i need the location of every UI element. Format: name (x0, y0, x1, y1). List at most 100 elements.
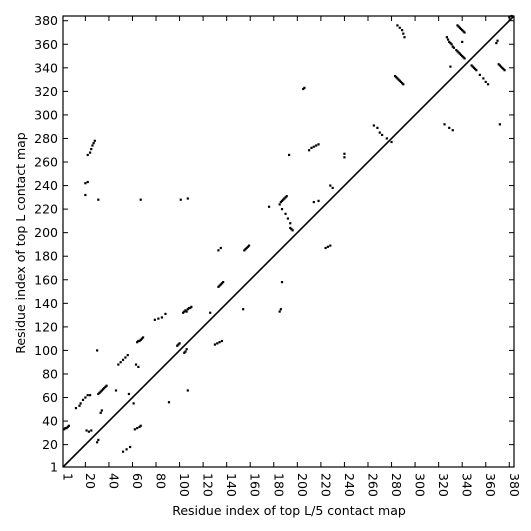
contact-point (126, 354, 129, 357)
contact-point (486, 83, 490, 86)
contact-point (396, 24, 399, 27)
contact-point (185, 310, 188, 313)
x-tick-label: 260 (365, 473, 380, 497)
contact-point (463, 57, 466, 60)
x-tick-label: 240 (342, 473, 357, 497)
y-tick-label: 180 (34, 249, 58, 264)
contact-point (246, 245, 249, 248)
contact-point (218, 284, 221, 287)
contact-point (495, 41, 498, 45)
contact-point (213, 343, 217, 346)
y-tick-label: 380 (34, 13, 58, 28)
contact-point (96, 349, 99, 352)
contact-point (278, 310, 281, 313)
contact-point (84, 396, 87, 399)
contact-point (326, 245, 330, 248)
contact-point (446, 38, 450, 41)
y-tick-label: 220 (34, 202, 58, 217)
contact-point (101, 388, 105, 391)
contact-point (462, 30, 465, 33)
contact-point (117, 363, 120, 366)
y-tick-label: 260 (34, 155, 58, 170)
contact-point (398, 26, 401, 29)
contact-point (303, 86, 306, 89)
x-tick-label: 320 (436, 473, 451, 497)
contact-point (219, 283, 222, 286)
contact-point (448, 40, 451, 44)
contact-point (475, 69, 478, 72)
contact-point (86, 180, 89, 184)
contact-point (451, 129, 454, 132)
contact-point (279, 200, 282, 204)
x-tick-label: 180 (271, 473, 286, 497)
contact-point (189, 306, 192, 310)
contact-point (96, 441, 99, 444)
contact-point (90, 147, 93, 151)
contact-point (457, 51, 460, 54)
contact-point (186, 197, 189, 200)
contact-point (343, 156, 346, 159)
contact-point (452, 46, 456, 49)
contact-point (79, 402, 82, 405)
contact-point (503, 69, 506, 72)
contact-point (133, 428, 136, 431)
contact-point (496, 39, 499, 42)
contact-point (209, 311, 212, 314)
contact-point (451, 45, 454, 48)
contact-point (245, 246, 248, 250)
contact-point (279, 308, 282, 311)
x-tick-label: 360 (483, 473, 498, 497)
contact-point (217, 249, 220, 252)
contact-point (385, 137, 388, 140)
contact-point (216, 342, 219, 345)
contact-point (186, 389, 189, 392)
contact-point (100, 409, 103, 412)
contact-point (315, 144, 318, 147)
contact-point (97, 198, 100, 201)
contact-point (64, 427, 67, 430)
y-axis-ticks: 1204060801001201401601802002202402602803… (34, 13, 514, 475)
y-tick-label: 120 (34, 319, 58, 334)
contact-point (164, 312, 167, 316)
contact-point (285, 195, 288, 198)
y-tick-label: 100 (34, 343, 58, 358)
contact-point (463, 31, 466, 34)
contact-point (129, 445, 132, 449)
contact-point (459, 53, 463, 56)
contact-point (127, 392, 131, 396)
x-tick-label: 300 (413, 473, 428, 497)
contact-point (459, 27, 463, 31)
contact-point (283, 197, 286, 200)
x-axis-label: Residue index of top L/5 contact map (172, 503, 406, 518)
contact-point (84, 193, 87, 197)
contact-point (183, 310, 186, 313)
x-tick-label: 340 (460, 473, 475, 497)
axes (62, 15, 515, 468)
y-axis-label: Residue index of top L contact map (13, 132, 28, 353)
y-tick-label: 300 (34, 107, 58, 122)
axes-frame (62, 15, 515, 468)
contact-point (140, 337, 143, 340)
contact-point (97, 392, 100, 396)
contact-point (182, 311, 185, 314)
contact-point (317, 143, 320, 146)
contact-point (329, 244, 332, 247)
contact-point (139, 198, 142, 201)
contact-point (280, 281, 284, 284)
contact-point (498, 64, 501, 67)
y-tick-label: 20 (42, 437, 58, 452)
contact-point (100, 389, 103, 392)
contact-point (121, 450, 125, 453)
contact-point (267, 205, 271, 208)
contact-point (289, 226, 292, 230)
contact-point (177, 343, 180, 346)
contact-point (280, 208, 284, 211)
contact-point (449, 65, 452, 68)
contact-point (178, 342, 181, 345)
contact-point (403, 36, 406, 39)
contact-point (121, 358, 125, 361)
contact-point (474, 67, 477, 71)
contact-point (160, 316, 164, 319)
contact-point (472, 66, 476, 69)
contact-point (471, 65, 474, 68)
